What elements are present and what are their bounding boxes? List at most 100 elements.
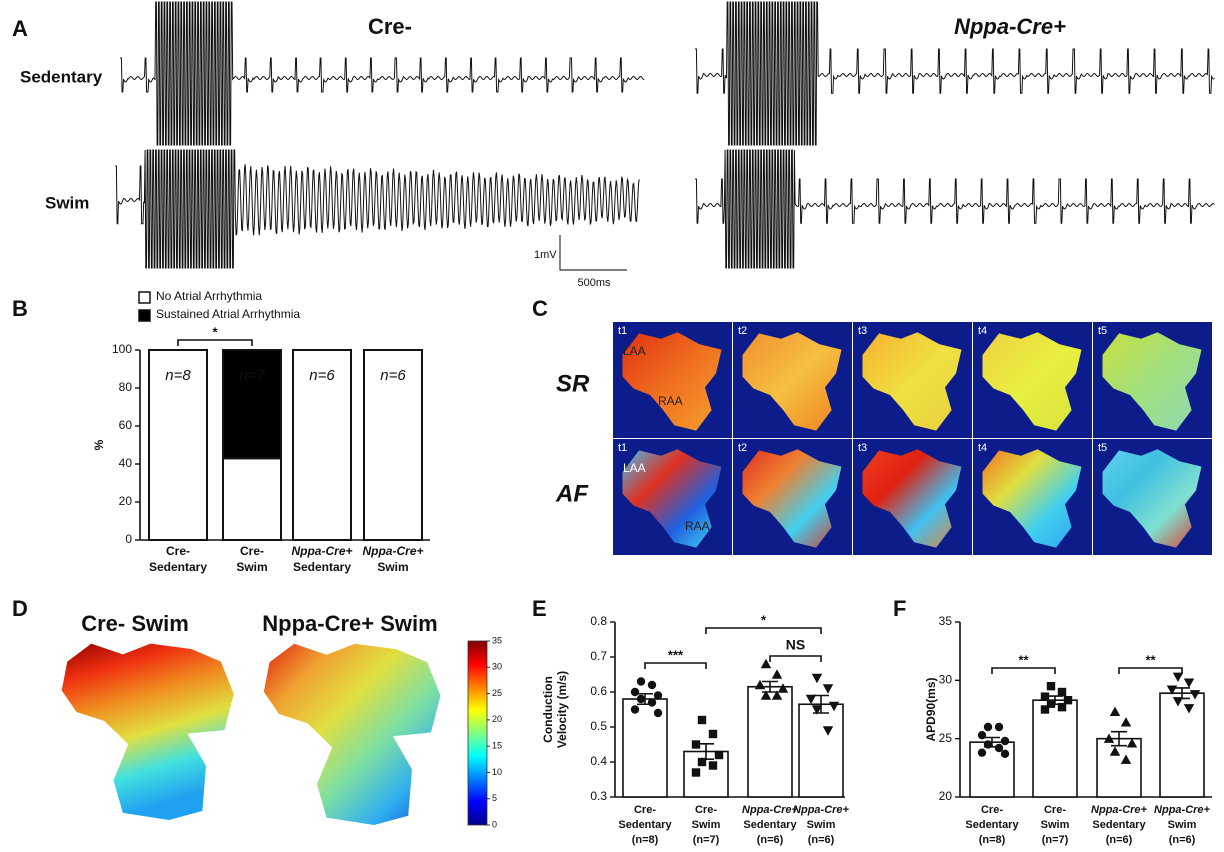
x-tick-label: Nppa-Cre+ bbox=[793, 804, 850, 816]
data-point bbox=[715, 751, 723, 759]
significance-label: ** bbox=[1145, 652, 1156, 667]
figure: A Cre- Nppa-Cre+ Sedentary Swim 1mV 500m… bbox=[0, 0, 1224, 847]
y-tick-label: 0 bbox=[125, 532, 132, 546]
x-tick-label: Nppa-Cre+ bbox=[1154, 804, 1211, 816]
data-point bbox=[1001, 737, 1009, 745]
data-point bbox=[648, 698, 656, 706]
time-label: t3 bbox=[858, 325, 867, 337]
data-point bbox=[806, 695, 816, 704]
row-title: Sedentary bbox=[20, 67, 103, 86]
data-point bbox=[1110, 707, 1120, 716]
time-label: t3 bbox=[858, 442, 867, 454]
panel-label: C bbox=[532, 296, 548, 321]
x-tick-label: Cre- bbox=[166, 544, 190, 558]
x-tick-label: Nppa-Cre+ bbox=[742, 804, 799, 816]
y-tick-label: 100 bbox=[112, 342, 132, 356]
data-point bbox=[1058, 703, 1066, 711]
data-point bbox=[1184, 678, 1194, 687]
y-axis-label: ConductionVelocity (m/s) bbox=[541, 671, 569, 748]
y-tick-label: 0.5 bbox=[590, 719, 607, 733]
x-tick-label: (n=7) bbox=[693, 834, 720, 846]
y-tick-label: 30 bbox=[939, 673, 953, 687]
time-label: t1 bbox=[618, 442, 627, 454]
data-point bbox=[698, 716, 706, 724]
significance-label: NS bbox=[786, 637, 805, 653]
activation-map bbox=[62, 644, 234, 820]
data-point bbox=[631, 688, 639, 696]
x-tick-label: (n=6) bbox=[808, 834, 835, 846]
map-title: Cre- Swim bbox=[81, 611, 189, 636]
x-tick-label: Sedentary bbox=[618, 819, 672, 831]
x-tick-label: (n=6) bbox=[757, 834, 784, 846]
x-tick-label: Sedentary bbox=[965, 819, 1019, 831]
y-axis-label-line: Velocity (m/s) bbox=[555, 671, 569, 748]
colorbar bbox=[468, 641, 487, 825]
y-tick-label: 35 bbox=[939, 614, 953, 628]
colorbar-tick-label: 35 bbox=[492, 635, 502, 645]
x-tick-label: Nppa-Cre+ bbox=[362, 544, 423, 558]
time-label: t1 bbox=[618, 325, 627, 337]
data-point bbox=[1121, 717, 1131, 726]
x-tick-label: Swim bbox=[236, 560, 267, 574]
x-tick-label: (n=8) bbox=[632, 834, 659, 846]
panel-label: D bbox=[12, 596, 28, 621]
bar bbox=[748, 687, 792, 797]
data-point bbox=[995, 744, 1003, 752]
row-title: AF bbox=[555, 480, 589, 507]
column-title: Nppa-Cre+ bbox=[954, 14, 1066, 39]
colorbar-tick-label: 20 bbox=[492, 714, 502, 724]
panel-label: A bbox=[12, 16, 28, 41]
x-tick-label: (n=8) bbox=[979, 834, 1006, 846]
scale-label: 1mV bbox=[534, 249, 557, 261]
x-tick-label: (n=6) bbox=[1106, 834, 1133, 846]
data-point bbox=[772, 669, 782, 678]
legend-swatch bbox=[139, 292, 150, 303]
time-label: t4 bbox=[978, 442, 987, 454]
y-tick-label: 80 bbox=[119, 380, 133, 394]
x-tick-label: Cre- bbox=[981, 804, 1003, 816]
data-point bbox=[709, 761, 717, 769]
colorbar-tick-label: 5 bbox=[492, 793, 497, 803]
legend-swatch bbox=[139, 310, 150, 321]
data-point bbox=[984, 723, 992, 731]
bar-label: n=8 bbox=[165, 367, 191, 384]
panel-label: B bbox=[12, 296, 28, 321]
x-tick-label: Swim bbox=[377, 560, 408, 574]
y-tick-label: 40 bbox=[119, 456, 133, 470]
data-point bbox=[995, 723, 1003, 731]
y-tick-label: 0.6 bbox=[590, 684, 607, 698]
data-point bbox=[1058, 688, 1066, 696]
data-point bbox=[984, 740, 992, 748]
x-tick-label: Sedentary bbox=[1092, 819, 1146, 831]
colorbar-tick-label: 30 bbox=[492, 662, 502, 672]
legend-label: Sustained Atrial Arrhythmia bbox=[156, 307, 300, 321]
y-tick-label: 25 bbox=[939, 731, 953, 745]
time-label: t4 bbox=[978, 325, 987, 337]
ecg-trace bbox=[695, 150, 1214, 268]
significance-bracket bbox=[1119, 668, 1182, 674]
data-point bbox=[1001, 750, 1009, 758]
scale-bar bbox=[560, 235, 627, 270]
panel-label: F bbox=[893, 596, 906, 621]
x-tick-label: (n=7) bbox=[1042, 834, 1069, 846]
data-point bbox=[654, 709, 662, 717]
significance-bracket bbox=[992, 668, 1055, 674]
significance-bracket bbox=[706, 628, 821, 634]
bar-label: n=6 bbox=[380, 367, 406, 384]
panel-label: E bbox=[532, 596, 547, 621]
x-tick-label: Cre- bbox=[695, 804, 717, 816]
bar bbox=[799, 704, 843, 797]
data-point bbox=[637, 677, 645, 685]
data-point bbox=[692, 740, 700, 748]
bar bbox=[1033, 700, 1077, 797]
x-tick-label: Cre- bbox=[634, 804, 656, 816]
significance-label: ** bbox=[1018, 652, 1029, 667]
data-point bbox=[1173, 673, 1183, 682]
data-point bbox=[1041, 705, 1049, 713]
region-label: LAA bbox=[623, 461, 646, 475]
row-title: SR bbox=[556, 370, 590, 397]
x-tick-label: Cre- bbox=[1044, 804, 1066, 816]
data-point bbox=[654, 691, 662, 699]
bar-label: n=6 bbox=[309, 367, 335, 384]
data-point bbox=[978, 731, 986, 739]
